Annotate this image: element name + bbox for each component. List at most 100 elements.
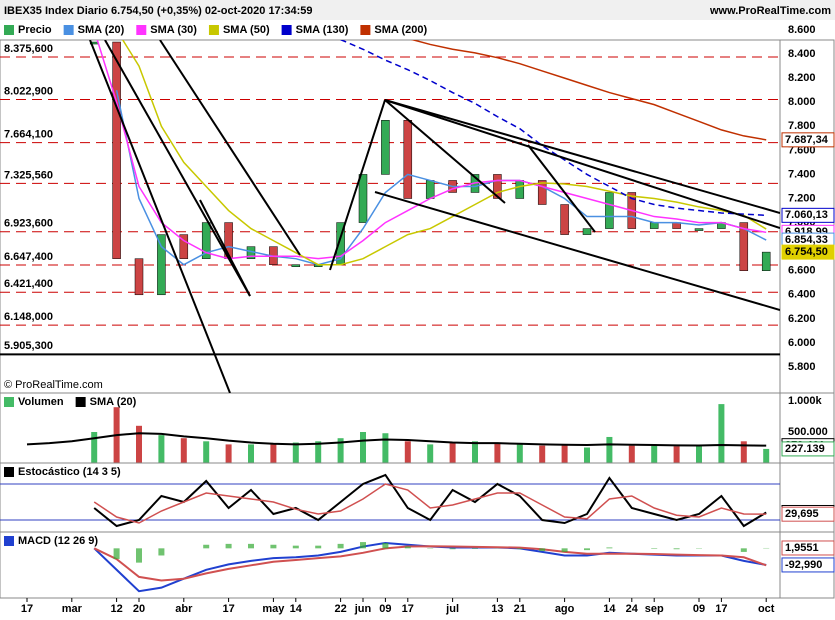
legend-swatch	[4, 397, 14, 407]
x-tick-label: 17	[402, 603, 414, 615]
y-tick-label: 8.400	[788, 48, 816, 60]
histogram-bar	[472, 548, 478, 549]
legend-label: SMA (130)	[296, 24, 349, 36]
legend-swatch	[63, 25, 74, 35]
value-badge-label: 1,9551	[785, 542, 819, 554]
y-tick-label: 8.600	[788, 24, 816, 36]
series-line	[96, 40, 767, 260]
volume-bar	[628, 445, 635, 463]
volume-bar	[91, 432, 98, 463]
series-line	[410, 40, 767, 141]
value-badge-label: -92,990	[785, 559, 822, 571]
level-label: 6.148,000	[4, 311, 53, 323]
histogram-bar	[315, 545, 322, 549]
volume-bar	[315, 441, 322, 463]
value-badge	[781, 540, 835, 556]
candle	[134, 258, 144, 296]
value-badge-label: 6.754,50	[785, 246, 828, 258]
x-tick-label: 13	[491, 603, 503, 615]
legend-swatch	[208, 25, 219, 35]
level-label: 7.325,560	[4, 169, 53, 181]
histogram-bar	[113, 548, 120, 560]
y-tick-label: 8.200	[788, 72, 816, 84]
legend-swatch	[360, 25, 371, 35]
volume-bar	[651, 444, 658, 463]
volume-bar	[516, 444, 523, 463]
value-badge	[781, 441, 835, 457]
y-tick-label: 7.200	[788, 192, 816, 204]
legend-label: Precio	[18, 24, 52, 36]
x-tick-label: 24	[626, 603, 639, 615]
candle	[605, 192, 614, 229]
level-label: 8.375,600	[4, 43, 53, 55]
x-tick-label: 09	[693, 603, 705, 615]
histogram-bar	[337, 543, 344, 549]
value-badge	[781, 244, 835, 260]
histogram-bar	[651, 548, 658, 549]
legend-swatch	[4, 25, 14, 35]
series-line	[93, 545, 767, 582]
histogram-bar	[516, 548, 523, 550]
volume-bar	[763, 448, 770, 463]
candle	[537, 180, 547, 205]
x-tick-label: 17	[222, 603, 234, 615]
histogram-bar	[740, 548, 747, 552]
volume-bar	[427, 444, 434, 463]
histogram-bar	[360, 542, 366, 549]
legend-label: Estocástico (14 3 5)	[18, 466, 121, 478]
y-tick-label: 7.400	[788, 168, 816, 180]
y-tick-label: 6.200	[788, 313, 816, 325]
level-label: 7.664,100	[4, 129, 53, 141]
histogram-bar	[606, 547, 613, 549]
volume-bar	[494, 442, 501, 463]
y-tick-label: 5.800	[788, 361, 816, 373]
candle	[739, 222, 749, 271]
value-badge-label: 29,695	[785, 508, 819, 520]
histogram-bar	[225, 543, 232, 549]
volume-bar	[718, 404, 725, 463]
value-badge	[781, 132, 835, 148]
x-tick-label: 14	[290, 603, 303, 615]
x-tick-label: jul	[445, 603, 459, 615]
candle	[582, 228, 592, 235]
x-tick-label: 20	[133, 603, 145, 615]
histogram-bar	[382, 542, 389, 549]
y-tick-label: 500.000	[788, 426, 828, 438]
x-tick-label: jun	[354, 603, 372, 615]
candle	[515, 180, 525, 199]
candle	[381, 120, 390, 175]
volume-bar	[584, 447, 590, 463]
histogram-bar	[404, 546, 411, 549]
trendlines	[89, 40, 780, 393]
legend-swatch	[136, 25, 147, 35]
level-label: 8.022,900	[4, 85, 53, 97]
x-tick-label: abr	[175, 603, 193, 615]
x-tick-label: 21	[514, 603, 526, 615]
volume-bar	[696, 446, 702, 463]
value-badge-label: 6.854,33	[785, 234, 828, 246]
histogram-bar	[584, 548, 590, 551]
x-tick-label: ago	[555, 603, 575, 615]
volume-bar	[248, 444, 254, 463]
candle	[291, 264, 301, 267]
level-label: 6.421,400	[4, 278, 53, 290]
histogram-bar	[673, 548, 680, 550]
histogram-bar	[561, 548, 568, 552]
level-label: 5.905,300	[4, 340, 53, 352]
y-tick-label: 6.400	[788, 289, 816, 301]
histogram-bar	[136, 548, 142, 563]
value-badge-label: 7.060,13	[785, 209, 828, 221]
candle	[358, 174, 368, 223]
value-badge	[781, 207, 835, 223]
volume-bar	[158, 435, 165, 463]
candle	[560, 204, 569, 235]
value-badge	[781, 506, 835, 522]
x-tick-label: 22	[334, 603, 346, 615]
series-line	[93, 541, 767, 593]
x-tick-label: 14	[603, 603, 616, 615]
source: www.ProRealTime.com	[709, 5, 831, 17]
volume-bar	[337, 438, 344, 463]
title-bar	[0, 0, 835, 20]
x-tick-label: 12	[110, 603, 122, 615]
